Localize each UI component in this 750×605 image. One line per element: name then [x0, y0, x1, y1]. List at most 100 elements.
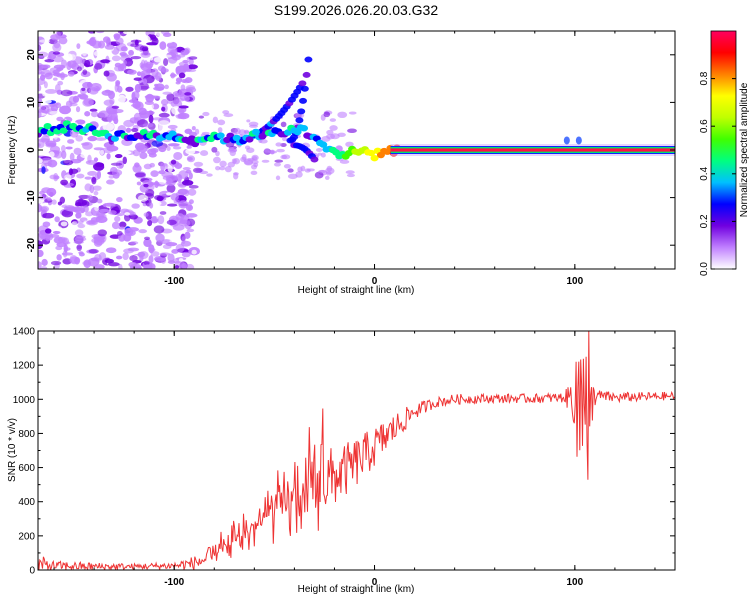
spectrogram-speckle	[163, 54, 172, 58]
colorbar-tick-label: 0.0	[699, 262, 710, 276]
spectrogram-speckle	[166, 219, 177, 226]
colorbar-ticks: 0.0 0.2 0.4 0.6 0.8	[699, 71, 736, 276]
colorbar-frame	[710, 30, 737, 270]
spectrogram-speckle	[178, 72, 186, 79]
spectrogram-arc	[295, 117, 304, 124]
spectrogram-speckle	[144, 100, 154, 106]
spectrogram-speckle	[274, 159, 284, 163]
spectrogram-speckle	[143, 212, 149, 217]
spectrogram-ridge-blob	[110, 135, 119, 142]
spectrogram-speckle	[101, 184, 112, 190]
spectrogram-speckle	[345, 141, 354, 147]
spectrogram-speckle	[347, 128, 357, 133]
spectrogram-speckle	[133, 112, 142, 122]
spectrogram-speckle	[166, 192, 172, 196]
spectrogram-speckle	[177, 174, 182, 183]
spectrogram-speckle	[193, 167, 203, 174]
spectrogram-speckle	[228, 146, 235, 151]
spectrogram-speckle	[144, 236, 151, 240]
spectrogram-speckle	[116, 197, 123, 203]
spectrogram-speckle	[94, 264, 105, 269]
spectrogram-speckle	[42, 221, 51, 228]
spectrogram-speckle	[57, 80, 64, 86]
snr-ytick-label: 200	[18, 531, 35, 542]
spectrogram-arc	[304, 56, 313, 63]
spectrogram-speckle	[74, 236, 87, 242]
spectrogram-speckle	[82, 205, 89, 213]
spectrogram-speckle	[275, 142, 283, 147]
spectrogram-speckle	[76, 31, 82, 35]
spectrogram-speckle	[191, 125, 196, 131]
spectrogram-speckle	[128, 99, 139, 104]
spectrogram-speckle	[138, 107, 147, 114]
spectrogram-speckle	[227, 161, 236, 168]
spectrogram-speckle	[76, 173, 85, 179]
spectrogram-speckle	[177, 188, 189, 195]
spectrogram-speckle	[219, 166, 226, 171]
spectrogram-speckle	[140, 51, 151, 58]
spectrogram-speckle	[66, 61, 72, 71]
spectrogram-speckle	[276, 148, 285, 153]
spectrogram-speckle	[345, 170, 355, 175]
spectrogram-speckle	[155, 72, 162, 81]
spectrogram-speckle	[175, 244, 185, 253]
spectrogram-blip	[563, 136, 570, 145]
spectrogram-speckle	[70, 242, 76, 248]
spectrogram-arc	[300, 85, 309, 92]
spectrogram-speckle	[54, 226, 63, 232]
spectrogram-speckle	[243, 129, 250, 134]
spectrogram-speckle	[111, 105, 120, 109]
spectrogram-speckle	[131, 90, 140, 100]
spectrogram-speckle	[139, 151, 148, 160]
spectrogram-speckle	[69, 152, 75, 162]
spectrogram-speckle	[151, 36, 158, 42]
spectrogram-speckle	[182, 59, 189, 64]
spectrogram-band-core	[390, 148, 675, 152]
spectrogram-speckle	[64, 205, 76, 212]
spectrogram-speckle	[38, 194, 49, 200]
spectrogram-speckle	[174, 265, 180, 269]
spectrogram-speckle	[84, 59, 91, 68]
spectrogram-speckle	[118, 263, 123, 269]
spectrogram-speckle	[178, 105, 189, 109]
spectrogram-speckle	[315, 148, 323, 152]
spectrogram-speckle	[39, 39, 51, 43]
spectrogram-speckle	[181, 236, 186, 245]
spectrogram-speckle	[38, 157, 43, 164]
spectrogram-speckle	[169, 239, 179, 243]
spectrogram-speckle	[186, 145, 192, 150]
spectrogram-speckle	[115, 255, 123, 260]
spectrogram-speckle	[128, 49, 134, 56]
spectrogram-speckle	[46, 187, 57, 197]
spectrogram-speckle	[122, 252, 129, 261]
spectrogram-speckle	[137, 194, 149, 202]
spectrogram-speckle	[147, 67, 152, 73]
spectrogram-speckle	[151, 140, 164, 147]
spectrogram-speckle	[217, 127, 223, 133]
spectrogram-speckle	[132, 58, 139, 62]
spectrogram-speckle	[84, 111, 91, 117]
spectrogram-speckle	[147, 181, 154, 188]
spectrogram-speckle	[261, 159, 270, 163]
spectrogram-speckle	[321, 136, 331, 142]
spectrogram-speckle	[132, 149, 141, 157]
spectrogram-speckle	[50, 260, 62, 266]
spectrogram-speckle	[40, 206, 48, 213]
spectrogram-speckle	[287, 168, 294, 173]
spectrogram-speckle	[154, 180, 159, 189]
spectrogram-ridge-blob	[251, 128, 260, 136]
spectrogram-speckle	[60, 221, 68, 227]
spectrogram-ytick-label: 10	[26, 96, 37, 108]
spectrogram-speckle	[246, 147, 255, 153]
spectrogram-speckle	[348, 111, 357, 115]
spectrogram-speckle	[170, 193, 179, 201]
spectrogram-speckle	[138, 229, 148, 234]
snr-xtick-label: -100	[164, 577, 184, 588]
spectrogram-speckle	[107, 262, 120, 267]
spectrogram-speckle	[128, 261, 137, 268]
spectrogram-speckle	[88, 37, 97, 47]
spectrogram-speckle	[134, 172, 146, 178]
spectrogram-speckle	[120, 63, 127, 72]
spectrogram-speckle	[67, 139, 75, 144]
spectrogram-speckle	[246, 119, 251, 123]
